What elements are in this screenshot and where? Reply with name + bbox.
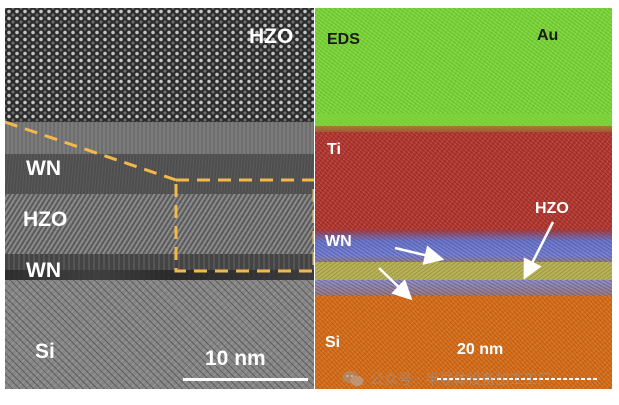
eds-title: EDS [327, 31, 360, 48]
tem-label-wn-top: WN [26, 157, 61, 180]
scale-label-20nm: 20 nm [457, 341, 504, 358]
inset-label-hzo: HZO [249, 25, 294, 48]
wn-arrow-lower [378, 267, 413, 301]
eds-au-ti-transition [315, 114, 612, 136]
eds-label-si: Si [325, 334, 341, 351]
scale-label-10nm: 10 nm [205, 347, 266, 370]
eds-wn-region [315, 230, 612, 266]
tem-interface [5, 270, 314, 282]
tem-wn-top-layer [5, 154, 314, 194]
eds-label-wn: WN [325, 233, 352, 250]
hzo-arrow [523, 221, 555, 280]
hzo-lattice-inset [5, 8, 314, 122]
tem-label-hzo: HZO [23, 208, 68, 231]
tem-label-wn-bottom: WN [26, 259, 61, 282]
wechat-icon [342, 371, 364, 387]
watermark-text: 公众号 · 半导体设备加工工厂 [370, 372, 552, 388]
eds-ti-region [315, 132, 612, 236]
eds-si-region [315, 296, 612, 389]
zoom-box [174, 178, 314, 273]
tem-hzo-layer [5, 194, 314, 254]
eds-label-hzo: HZO [535, 200, 569, 217]
scale-bar [183, 378, 308, 381]
eds-arrows [378, 221, 555, 301]
zoom-guide-line [5, 120, 177, 182]
tem-label-si: Si [35, 340, 55, 363]
tem-micrograph: HZO WN HZO WN Si 10 nm [5, 8, 314, 389]
tem-si-substrate [5, 280, 314, 389]
eds-label-au: Au [537, 27, 559, 44]
watermark: 公众号 · 半导体设备加工工厂 [342, 367, 551, 391]
eds-elemental-map: EDS Au Ti WN HZO Si 20 nm [315, 8, 612, 389]
eds-wn-lower-region [315, 280, 612, 296]
zoom-indicator [5, 120, 314, 273]
eds-au-region [315, 8, 612, 126]
wn-arrow-upper [394, 245, 445, 265]
eds-label-ti: Ti [327, 141, 341, 158]
scale-bar [437, 378, 597, 380]
